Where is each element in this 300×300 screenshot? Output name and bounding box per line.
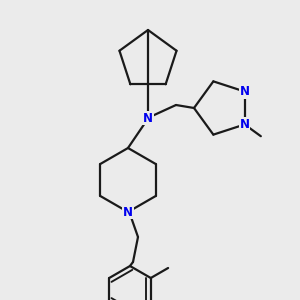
Text: N: N bbox=[143, 112, 153, 124]
Text: N: N bbox=[123, 206, 133, 218]
Text: N: N bbox=[240, 118, 250, 131]
Text: N: N bbox=[240, 85, 250, 98]
